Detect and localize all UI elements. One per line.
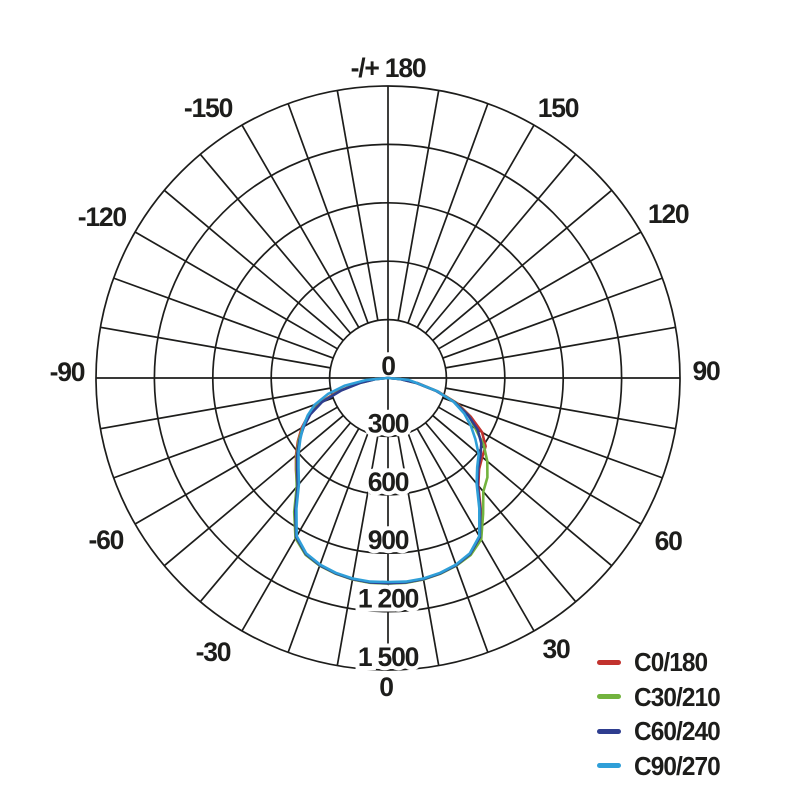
grid-spoke <box>445 387 676 430</box>
series-curves <box>292 376 489 585</box>
grid-spoke <box>445 326 676 369</box>
top-axis-label: -/+ 180 <box>351 53 426 83</box>
radial-tick-label-300: 300 <box>368 408 409 438</box>
angle-label--60: -60 <box>89 525 124 555</box>
grid-spoke <box>442 277 663 359</box>
legend-swatch <box>597 659 621 665</box>
grid-spoke <box>397 435 440 666</box>
grid-spoke <box>113 397 334 479</box>
radial-tick-label-600: 600 <box>368 467 409 497</box>
radial-tick-label-0: 0 <box>381 351 395 381</box>
grid-spoke <box>424 422 577 603</box>
legend-label: C30/210 <box>634 681 721 712</box>
angle-label-30: 30 <box>542 634 570 664</box>
legend-swatch <box>597 763 621 769</box>
legend-item-c60-240: C60/240 <box>597 714 725 749</box>
radial-tick-label-1200: 1 200 <box>358 584 419 614</box>
angle-label-120: 120 <box>648 199 689 229</box>
angle-label-150: 150 <box>538 93 579 123</box>
grid-spoke <box>241 428 360 632</box>
grid-spoke <box>432 189 613 342</box>
angle-label--150: -150 <box>184 93 233 123</box>
grid-spoke <box>442 397 663 479</box>
grid-spoke <box>416 124 535 328</box>
legend-item-c30-210: C30/210 <box>597 680 725 715</box>
grid-spoke <box>199 422 352 603</box>
legend-label: C60/240 <box>634 716 721 747</box>
bottom-axis-label: 0 <box>379 672 393 702</box>
grid-spoke <box>407 103 489 324</box>
grid-spoke <box>134 231 338 350</box>
grid-spoke <box>134 406 338 525</box>
angle-label--90: -90 <box>50 357 85 387</box>
angle-label-60: 60 <box>655 526 683 556</box>
grid-spoke <box>432 414 613 567</box>
legend-item-c90-270: C90/270 <box>597 749 725 784</box>
grid-spoke <box>163 189 344 342</box>
angle-label-90: 90 <box>692 356 720 386</box>
grid-spoke <box>100 387 331 430</box>
grid-spoke <box>397 90 440 321</box>
grid-spoke <box>438 231 642 350</box>
grid-spoke <box>336 435 379 666</box>
legend-label: C90/270 <box>634 750 721 781</box>
grid-spoke <box>241 124 360 328</box>
axis-labels: -150 -120 -90 -60 -30 30 60 90 120 150 -/+ 180 0 0 30… <box>46 49 726 706</box>
chart-legend: C0/180 C30/210 C60/240 C90/270 <box>597 645 725 783</box>
legend-swatch <box>597 694 621 700</box>
grid-spoke <box>287 432 369 653</box>
grid-spoke <box>407 432 489 653</box>
polar-grid <box>95 85 681 671</box>
grid-spoke <box>287 103 369 324</box>
angle-label--30: -30 <box>196 637 231 667</box>
legend-item-c0-180: C0/180 <box>597 645 725 680</box>
grid-spoke <box>113 277 334 359</box>
radial-tick-label-900: 900 <box>368 525 409 555</box>
angle-label--120: -120 <box>78 202 127 232</box>
grid-spoke <box>163 414 344 567</box>
grid-spoke <box>424 153 577 334</box>
grid-spoke <box>199 153 352 334</box>
series-curve-c90-270 <box>295 376 481 584</box>
grid-spoke <box>100 326 331 369</box>
grid-spoke <box>336 90 379 321</box>
grid-spoke <box>416 428 535 632</box>
legend-label: C0/180 <box>634 647 708 678</box>
legend-swatch <box>597 728 621 734</box>
radial-tick-label-1500: 1 500 <box>358 642 419 672</box>
